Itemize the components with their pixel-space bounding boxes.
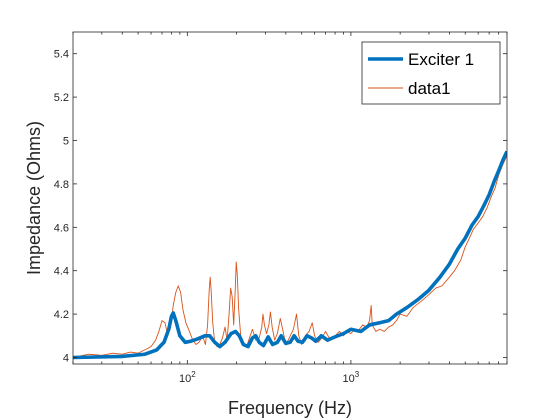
legend-box [361,41,501,105]
legend: Exciter 1 data1 [361,41,501,105]
legend-label-data1: data1 [408,79,451,98]
y-tick-label: 4.6 [54,222,69,234]
x-tick-label: 103 [343,370,360,385]
x-axis-label: Frequency (Hz) [228,398,352,418]
x-tick-label: 102 [179,370,196,385]
legend-label-exciter-1: Exciter 1 [408,50,474,69]
y-tick-label: 4.2 [54,309,69,321]
series-line-data1 [73,155,507,358]
y-tick-label: 4.8 [54,179,69,191]
tick-layer: 4 4.2 4.4 4.6 4.8 5 5.2 5.4 102 103 [54,32,508,385]
plot-frame [72,31,508,365]
y-tick-label: 5.4 [54,49,69,61]
y-tick-label: 4.4 [54,266,69,278]
series-line-exciter-1 [73,150,507,360]
series-layer [73,150,507,360]
y-tick-label: 5 [63,135,69,147]
y-axis-label: Impedance (Ohms) [24,121,44,275]
y-tick-label: 4 [63,352,69,364]
y-tick-label: 5.2 [54,92,69,104]
